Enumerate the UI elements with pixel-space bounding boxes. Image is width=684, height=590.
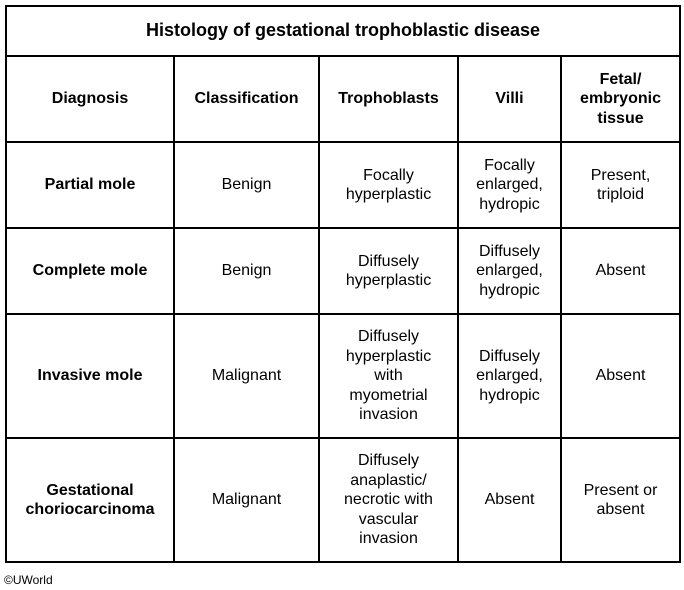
cell-villi: Diffusely enlarged, hydropic xyxy=(457,313,562,439)
cell-trophoblasts: Diffusely hyperplastic with myometrial i… xyxy=(318,313,459,439)
header-fetal-tissue: Fetal/ embryonic tissue xyxy=(559,55,682,143)
cell-classification: Benign xyxy=(173,227,320,315)
header-villi: Villi xyxy=(457,55,562,143)
cell-villi: Focally enlarged, hydropic xyxy=(457,141,562,229)
cell-fetal-tissue: Absent xyxy=(559,313,682,439)
cell-diagnosis: Invasive mole xyxy=(5,313,175,439)
cell-classification: Malignant xyxy=(173,437,320,563)
table-row: Complete mole Benign Diffusely hyperplas… xyxy=(5,227,682,315)
cell-trophoblasts: Diffusely anaplastic/ necrotic with vasc… xyxy=(318,437,459,563)
table-row: Partial mole Benign Focally hyperplastic… xyxy=(5,141,682,229)
cell-fetal-tissue: Absent xyxy=(559,227,682,315)
title-row: Histology of gestational trophoblastic d… xyxy=(4,5,682,57)
header-diagnosis: Diagnosis xyxy=(5,55,175,143)
header-trophoblasts: Trophoblasts xyxy=(318,55,459,143)
cell-trophoblasts: Focally hyperplastic xyxy=(318,141,459,229)
cell-fetal-tissue: Present or absent xyxy=(559,437,682,563)
cell-classification: Malignant xyxy=(173,313,320,439)
header-row: Diagnosis Classification Trophoblasts Vi… xyxy=(5,55,682,143)
cell-diagnosis: Complete mole xyxy=(5,227,175,315)
table-row: Invasive mole Malignant Diffusely hyperp… xyxy=(5,313,682,439)
histology-table: Histology of gestational trophoblastic d… xyxy=(4,5,682,563)
cell-villi: Diffusely enlarged, hydropic xyxy=(457,227,562,315)
cell-classification: Benign xyxy=(173,141,320,229)
table-row: Gestational choriocarcinoma Malignant Di… xyxy=(5,437,682,563)
cell-diagnosis: Partial mole xyxy=(5,141,175,229)
cell-trophoblasts: Diffusely hyperplastic xyxy=(318,227,459,315)
cell-fetal-tissue: Present, triploid xyxy=(559,141,682,229)
copyright-notice: ©UWorld xyxy=(4,573,53,587)
table-title: Histology of gestational trophoblastic d… xyxy=(4,5,682,57)
cell-diagnosis: Gestational choriocarcinoma xyxy=(5,437,175,563)
cell-villi: Absent xyxy=(457,437,562,563)
header-classification: Classification xyxy=(173,55,320,143)
